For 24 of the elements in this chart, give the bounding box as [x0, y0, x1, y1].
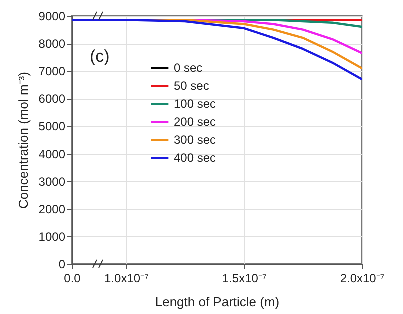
- line-series: [72, 19, 362, 80]
- y-tick-label: 2000: [38, 202, 66, 216]
- x-tick-label: 1.5x10⁻⁷: [222, 272, 267, 286]
- y-tick-label: 4000: [38, 147, 66, 162]
- y-tick-label: 0: [58, 258, 66, 272]
- y-tick-label: 3000: [38, 174, 66, 189]
- y-tick-label: 1000: [38, 230, 66, 244]
- x-tick-label: 1.0x10⁻⁷: [104, 272, 149, 286]
- legend-label: 300 sec: [174, 133, 216, 147]
- y-axis-title: Concentration (mol m⁻³): [16, 72, 31, 209]
- legend-label: 50 sec: [174, 79, 210, 93]
- legend-label: 200 sec: [174, 115, 216, 129]
- y-tick-label: 7000: [38, 64, 66, 79]
- x-axis-title: Length of Particle (m): [155, 294, 280, 310]
- legend-label: 400 sec: [174, 151, 216, 165]
- y-tick-label: 6000: [38, 92, 66, 106]
- y-tick-label: 5000: [38, 120, 66, 134]
- x-tick-label: 2.0x10⁻⁷: [340, 272, 385, 286]
- y-tick-label: 9000: [38, 10, 66, 24]
- legend-label: 0 sec: [174, 61, 203, 75]
- x-tick-label: 0.0: [64, 272, 82, 286]
- legend-label: 100 sec: [174, 97, 216, 111]
- annotation: (c): [90, 47, 110, 66]
- y-tick-label: 8000: [38, 37, 66, 52]
